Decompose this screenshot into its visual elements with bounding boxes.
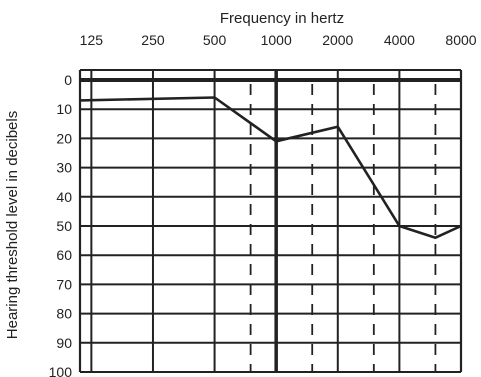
series <box>79 96 462 240</box>
x-tick-label: 2000 <box>322 32 353 48</box>
y-tick-label: 10 <box>56 101 72 117</box>
x-axis-title: Frequency in hertz <box>220 10 344 27</box>
grid <box>78 69 463 373</box>
y-tick-label: 40 <box>56 189 72 205</box>
y-tick-label: 30 <box>56 160 72 176</box>
x-tick-label: 8000 <box>445 32 476 48</box>
hearing-threshold-line <box>79 96 462 240</box>
y-tick-label: 80 <box>56 306 72 322</box>
y-tick-label: 60 <box>56 247 72 263</box>
y-tick-label: 100 <box>49 364 73 377</box>
y-tick-labels: 0 10 20 30 40 50 60 70 80 90 100 <box>49 72 73 377</box>
x-tick-label: 250 <box>141 32 165 48</box>
x-tick-label: 125 <box>80 32 104 48</box>
y-tick-label: 50 <box>56 218 72 234</box>
x-tick-labels: 125 250 500 1000 2000 4000 8000 <box>80 32 477 48</box>
y-axis-title: Hearing threshold level in decibels <box>4 111 21 339</box>
y-tick-label: 0 <box>64 72 72 88</box>
x-tick-label: 500 <box>203 32 227 48</box>
y-tick-label: 90 <box>56 335 72 351</box>
y-tick-label: 20 <box>56 130 72 146</box>
x-tick-label: 1000 <box>261 32 292 48</box>
y-tick-label: 70 <box>56 276 72 292</box>
x-tick-label: 4000 <box>384 32 415 48</box>
